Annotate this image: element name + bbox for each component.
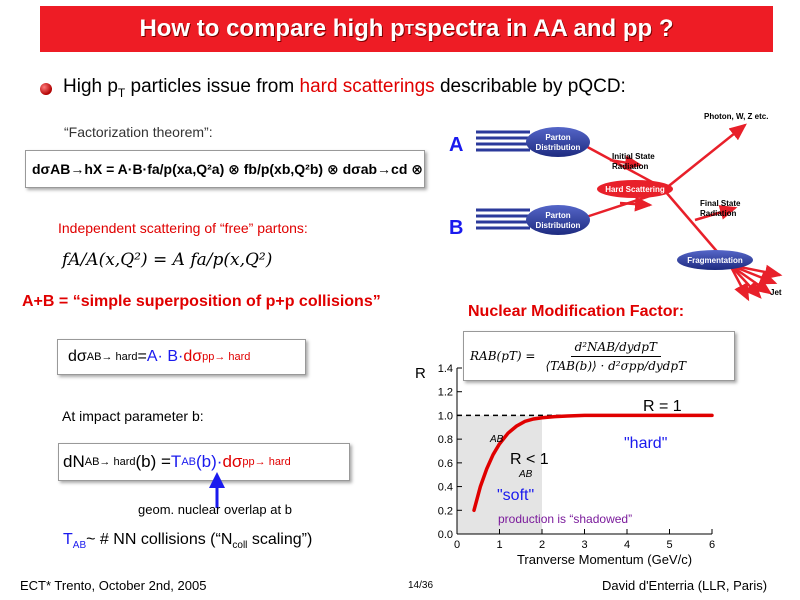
bullet-icon	[40, 83, 52, 95]
svg-text:Final State: Final State	[700, 199, 741, 208]
bullet-text: High pT particles issue from hard scatte…	[63, 76, 626, 100]
factorization-label: “Factorization theorem”:	[64, 124, 213, 140]
annotation-r-lt-1-sub: AB	[518, 469, 533, 480]
up-arrow-icon	[209, 472, 225, 508]
footer-right: David d'Enterria (LLR, Paris)	[602, 578, 768, 593]
x-tick-label: 3	[581, 539, 587, 551]
factorization-formula: dσAB→hX = A·B·fa/p(xa,Q²a) ⊗ fb/p(xb,Q²b…	[25, 150, 425, 188]
svg-text:Radiation: Radiation	[612, 162, 649, 171]
independent-scattering-label: Independent scattering of “free” partons…	[58, 220, 308, 236]
y-tick-label: 0.6	[438, 458, 453, 470]
x-tick-label: 0	[454, 539, 460, 551]
soft-region-shade	[457, 415, 542, 534]
nuclear-modification-label: Nuclear Modification Factor:	[468, 303, 685, 320]
x-tick-label: 4	[624, 539, 630, 551]
footer-left: ECT* Trento, October 2nd, 2005	[20, 578, 207, 593]
annotation-hard: "hard"	[624, 435, 667, 452]
x-tick-label: 1	[496, 539, 502, 551]
cross-section-equation: dσ AB→ hard = A· B· dσ pp→ hard	[57, 339, 306, 375]
y-tick-label: 1.4	[438, 363, 453, 375]
x-tick-label: 2	[539, 539, 545, 551]
y-tick-label: 0.0	[438, 529, 453, 541]
raa-curve	[472, 413, 714, 513]
beam-lines-b	[476, 208, 530, 230]
parton-scattering-diagram: Parton Distribution Parton Distribution …	[476, 112, 783, 302]
x-tick-label: 5	[666, 539, 672, 551]
pdf-equation: fA/A(x,Q²) = A fa/p(x,Q²)	[62, 250, 273, 270]
impact-parameter-label: At impact parameter b:	[62, 408, 204, 424]
factorization-formula-text: dσAB→hX = A·B·fa/p(xa,Q²a) ⊗ fb/p(xb,Q²b…	[32, 160, 424, 177]
raa-chart: 0 1 2 3 4 5 6 0.0 0.2 0.4 0.6 0.8 1.0 1.2 1.4 Tranverse…	[415, 363, 715, 567]
yield-equation: dN AB→ hard (b) = T AB (b)· dσ pp→ hard	[58, 443, 350, 481]
svg-text:Jet: Jet	[770, 288, 782, 297]
y-tick-label: 1.2	[438, 387, 453, 399]
annotation-r-eq-1: R = 1	[643, 398, 682, 415]
parton-distribution-b	[526, 205, 590, 235]
x-axis-label: Tranverse Momentum (GeV/c)	[517, 552, 692, 567]
svg-text:Photon, W, Z etc.: Photon, W, Z etc.	[704, 112, 768, 121]
superposition-label: A+B = “simple superposition of p+p colli…	[22, 293, 381, 310]
parton-distribution-a	[526, 127, 590, 157]
svg-text:Distribution: Distribution	[536, 221, 581, 230]
y-tick-label: 0.4	[438, 482, 453, 494]
x-tick-label: 6	[709, 539, 715, 551]
diagram-label-a: A	[449, 134, 464, 156]
tab-scaling-line: TAB~ # NN collisions (“Ncoll scaling”)	[63, 531, 313, 552]
overlap-label: geom. nuclear overlap at b	[138, 502, 292, 517]
svg-text:Fragmentation: Fragmentation	[687, 256, 743, 265]
y-tick-label: 0.2	[438, 505, 453, 517]
raa-formula: RAB(pT) = d²NAB/dydpT ⟨TAB(b)⟩ · d²σpp/d…	[463, 331, 735, 381]
svg-text:Initial State: Initial State	[612, 152, 655, 161]
annotation-shadowed: production is “shadowed”	[498, 512, 632, 526]
y-axis-label: R	[415, 365, 426, 382]
y-tick-label: 1.0	[438, 410, 453, 422]
svg-text:Radiation: Radiation	[700, 209, 737, 218]
annotation-soft: "soft"	[497, 487, 534, 504]
beam-lines-a	[476, 130, 530, 152]
svg-text:Hard Scattering: Hard Scattering	[605, 185, 665, 194]
page-number: 14/36	[408, 580, 434, 591]
svg-text:Parton: Parton	[545, 211, 570, 220]
fragmentation-oval	[677, 250, 753, 270]
diagram-label-b: B	[449, 217, 464, 239]
svg-text:Parton: Parton	[545, 133, 570, 142]
y-tick-label: 0.8	[438, 434, 453, 446]
svg-text:Distribution: Distribution	[536, 143, 581, 152]
annotation-r-lt-1: R < 1	[510, 451, 549, 468]
hard-scattering-oval	[597, 180, 673, 198]
y-axis-label-sub: AB	[489, 434, 504, 445]
